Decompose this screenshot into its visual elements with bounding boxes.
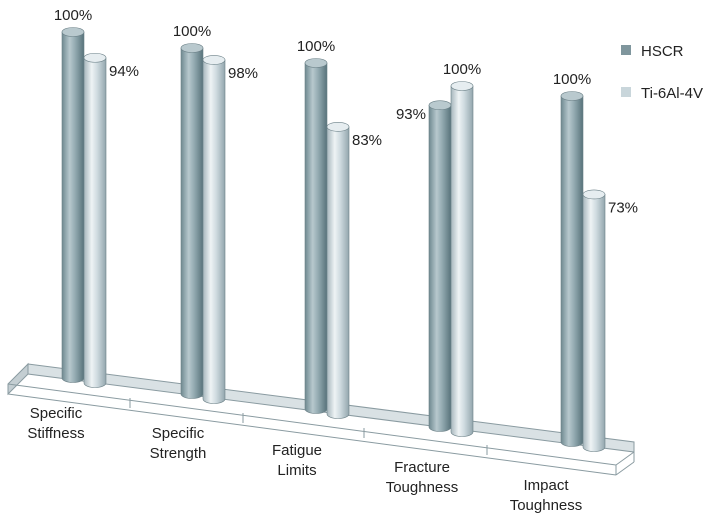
category-labels-layer: Specific Stiffness Specific Strength Fatigue…: [27, 405, 582, 514]
category-label-2-line-0: Fatigue: [272, 442, 322, 459]
bar-hscr-1: [180, 43, 204, 399]
data-label-ti-4: 73%: [608, 199, 638, 216]
category-label-1-line-1: Strength: [150, 445, 207, 462]
legend-label-ti: Ti-6Al-4V: [641, 85, 703, 102]
bar-ti-4: [582, 189, 606, 452]
bar-ti-2: [326, 122, 350, 419]
category-label-3-line-0: Fracture: [394, 459, 450, 476]
category-label-4-line-1: Toughness: [510, 497, 583, 514]
bars-layer: [61, 27, 606, 452]
data-label-hscr-4: 100%: [553, 71, 591, 88]
data-label-hscr-0: 100%: [54, 7, 92, 24]
legend-label-hscr: HSCR: [641, 43, 684, 60]
data-label-hscr-3: 93%: [396, 106, 426, 123]
data-label-ti-0: 94%: [109, 63, 139, 80]
bar-hscr-0: [61, 27, 85, 383]
category-label-4-line-0: Impact: [523, 477, 569, 494]
category-label-1-line-0: Specific: [152, 425, 205, 442]
data-label-ti-1: 98%: [228, 65, 258, 82]
bar-ti-1: [202, 55, 226, 404]
bar-hscr-3: [428, 100, 452, 432]
bar-hscr-2: [304, 58, 328, 414]
bar-hscr-4: [560, 91, 584, 447]
data-label-ti-2: 83%: [352, 132, 382, 149]
data-label-ti-3: 100%: [443, 61, 481, 78]
category-label-0-line-1: Stiffness: [27, 425, 84, 442]
data-labels-layer: 100% 94% 100% 98% 100% 83% 93% 100% 100% 73%: [54, 7, 638, 216]
category-label-3-line-1: Toughness: [386, 479, 459, 496]
legend-swatch-hscr: [621, 45, 631, 55]
data-label-hscr-2: 100%: [297, 38, 335, 55]
data-label-hscr-1: 100%: [173, 23, 211, 40]
bar-ti-0: [83, 52, 107, 388]
legend-swatch-ti: [621, 87, 631, 97]
bar-ti-3: [450, 81, 474, 437]
category-label-0-line-0: Specific: [30, 405, 83, 422]
legend: HSCR Ti-6Al-4V: [621, 43, 703, 102]
category-label-2-line-1: Limits: [277, 462, 316, 479]
